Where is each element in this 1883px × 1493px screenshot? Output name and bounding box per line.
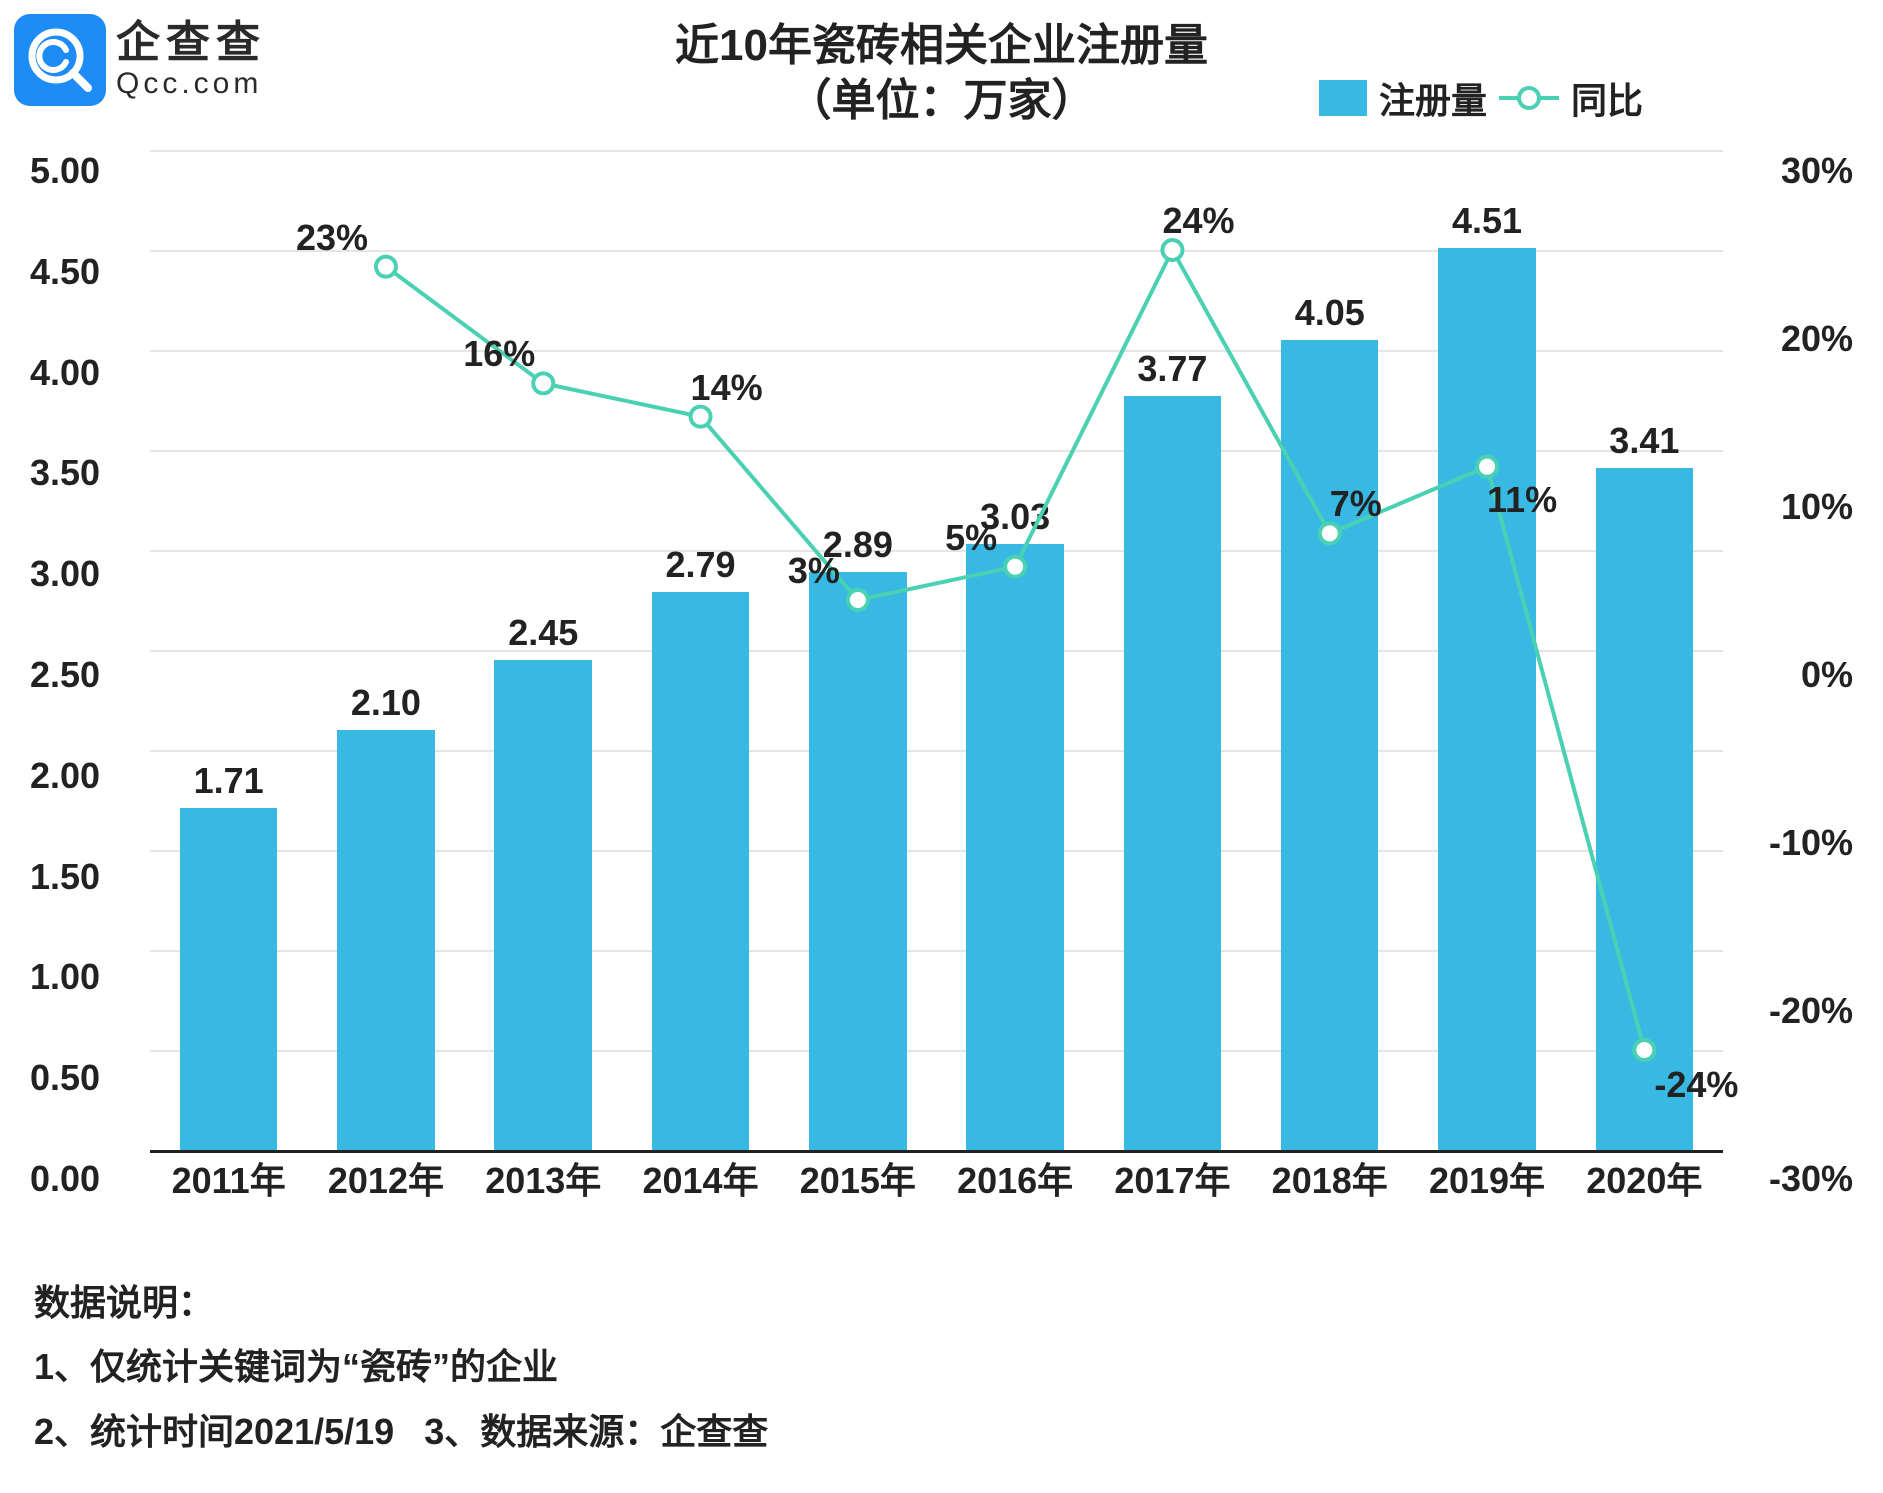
y-right-tick: -20%	[1733, 990, 1853, 1032]
x-tick: 2018年	[1251, 1152, 1408, 1204]
y-left-tick: 0.50	[30, 1057, 130, 1099]
y-left-tick: 1.50	[30, 856, 130, 898]
chart-title-line1: 近10年瓷砖相关企业注册量	[675, 21, 1208, 70]
y-right-tick: -10%	[1733, 822, 1853, 864]
y-axis-right: 30% 20% 10% 0% -10% -20% -30%	[1733, 150, 1853, 1200]
y-right-tick: 20%	[1733, 318, 1853, 360]
y-left-tick: 3.00	[30, 553, 130, 595]
y-right-tick: -30%	[1733, 1158, 1853, 1200]
legend-line-swatch	[1499, 80, 1559, 116]
x-tick: 2017年	[1094, 1152, 1251, 1204]
footer-note-1: 1、仅统计关键词为“瓷砖”的企业	[34, 1335, 1849, 1400]
line-layer	[150, 150, 1723, 1150]
chart-legend: 注册量 同比	[1319, 72, 1643, 124]
y-left-tick: 5.00	[30, 150, 130, 192]
footer-notes: 数据说明： 1、仅统计关键词为“瓷砖”的企业 2、统计时间2021/5/19 3…	[34, 1271, 1849, 1465]
legend-bar-label: 注册量	[1379, 72, 1487, 124]
chart-title-line2: （单位：万家）	[788, 76, 1096, 125]
line-value-label: 11%	[1487, 479, 1557, 521]
y-left-tick: 3.50	[30, 452, 130, 494]
legend-bar-swatch	[1319, 80, 1367, 116]
x-tick: 2019年	[1408, 1152, 1565, 1204]
x-axis: 2011年2012年2013年2014年2015年2016年2017年2018年…	[150, 1153, 1723, 1203]
y-right-tick: 0%	[1733, 654, 1853, 696]
y-left-tick: 4.50	[30, 251, 130, 293]
y-left-tick: 0.00	[30, 1158, 130, 1200]
page: 企查查 Qcc.com 近10年瓷砖相关企业注册量 （单位：万家） 注册量 同比…	[0, 0, 1883, 1493]
y-axis-left: 5.00 4.50 4.00 3.50 3.00 2.50 2.00 1.50 1.00 0.50…	[30, 150, 130, 1200]
footer-heading: 数据说明：	[34, 1271, 1849, 1336]
y-left-tick: 2.50	[30, 654, 130, 696]
y-right-tick: 10%	[1733, 486, 1853, 528]
footer-note-2-3: 2、统计时间2021/5/19 3、数据来源：企查查	[34, 1400, 1849, 1465]
line-value-label: 5%	[945, 517, 997, 559]
x-tick: 2020年	[1566, 1152, 1723, 1204]
x-tick: 2013年	[465, 1152, 622, 1204]
x-tick: 2015年	[779, 1152, 936, 1204]
line-value-label: 7%	[1330, 483, 1382, 525]
y-right-tick: 30%	[1733, 150, 1853, 192]
line-value-label: 14%	[691, 367, 763, 409]
x-tick: 2014年	[622, 1152, 779, 1204]
line-value-label: 3%	[788, 550, 840, 592]
line-value-label: 16%	[463, 333, 535, 375]
y-left-tick: 2.00	[30, 755, 130, 797]
plot-area: 1.712.102.452.792.893.033.774.054.513.41…	[150, 150, 1723, 1153]
x-tick: 2011年	[150, 1152, 307, 1204]
chart-area: 5.00 4.50 4.00 3.50 3.00 2.50 2.00 1.50 1.00 0.50…	[30, 150, 1853, 1200]
y-left-tick: 4.00	[30, 352, 130, 394]
legend-line-label: 同比	[1571, 72, 1643, 124]
line-value-label: 24%	[1162, 200, 1234, 242]
y-left-tick: 1.00	[30, 956, 130, 998]
plot: 1.712.102.452.792.893.033.774.054.513.41…	[150, 150, 1723, 1203]
x-tick: 2012年	[307, 1152, 464, 1204]
line-value-label: 23%	[296, 217, 368, 259]
x-tick: 2016年	[936, 1152, 1093, 1204]
line-value-label: -24%	[1654, 1064, 1738, 1106]
